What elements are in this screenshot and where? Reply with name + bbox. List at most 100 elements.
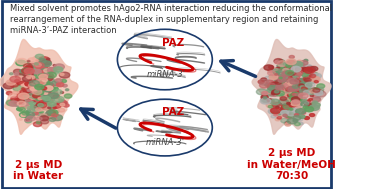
- Circle shape: [35, 83, 39, 85]
- Circle shape: [301, 90, 305, 92]
- Circle shape: [280, 86, 285, 88]
- Circle shape: [53, 118, 57, 120]
- Circle shape: [55, 101, 59, 104]
- Circle shape: [275, 81, 282, 84]
- Circle shape: [9, 94, 16, 97]
- Circle shape: [45, 86, 53, 91]
- Circle shape: [39, 91, 49, 97]
- Circle shape: [267, 83, 275, 88]
- Circle shape: [303, 77, 310, 81]
- Circle shape: [56, 110, 59, 112]
- Circle shape: [45, 69, 49, 72]
- Circle shape: [278, 84, 282, 87]
- Circle shape: [312, 73, 321, 78]
- Circle shape: [285, 114, 292, 118]
- Circle shape: [36, 108, 42, 111]
- Circle shape: [309, 98, 312, 100]
- Circle shape: [28, 84, 35, 87]
- Circle shape: [33, 122, 42, 127]
- Circle shape: [310, 102, 320, 108]
- Circle shape: [295, 61, 305, 67]
- Circle shape: [317, 88, 324, 92]
- Circle shape: [32, 73, 37, 76]
- Circle shape: [17, 80, 26, 85]
- Circle shape: [19, 112, 29, 117]
- Circle shape: [27, 94, 34, 98]
- Circle shape: [278, 60, 285, 64]
- Circle shape: [310, 80, 315, 83]
- Circle shape: [261, 78, 267, 81]
- Circle shape: [49, 93, 58, 98]
- Circle shape: [22, 68, 30, 72]
- Circle shape: [26, 92, 32, 95]
- Circle shape: [277, 116, 282, 119]
- Circle shape: [289, 103, 295, 106]
- Circle shape: [27, 86, 36, 91]
- Circle shape: [39, 71, 43, 73]
- Circle shape: [35, 73, 43, 77]
- Circle shape: [268, 86, 276, 90]
- Circle shape: [283, 108, 291, 112]
- Circle shape: [285, 80, 288, 81]
- Circle shape: [59, 72, 70, 78]
- Circle shape: [20, 89, 28, 94]
- Circle shape: [283, 68, 289, 72]
- Circle shape: [42, 105, 52, 110]
- Circle shape: [20, 90, 28, 94]
- Circle shape: [304, 74, 309, 77]
- Circle shape: [272, 102, 282, 108]
- Circle shape: [303, 67, 306, 69]
- Circle shape: [26, 119, 30, 120]
- Circle shape: [262, 91, 268, 95]
- Circle shape: [286, 60, 296, 66]
- Circle shape: [268, 68, 278, 74]
- Circle shape: [296, 110, 301, 112]
- Circle shape: [18, 108, 25, 112]
- Circle shape: [278, 82, 282, 84]
- Circle shape: [31, 89, 38, 93]
- Circle shape: [18, 93, 29, 99]
- Circle shape: [283, 76, 287, 78]
- Circle shape: [282, 78, 288, 81]
- Circle shape: [47, 105, 55, 110]
- Circle shape: [298, 99, 301, 101]
- Circle shape: [289, 86, 294, 89]
- Circle shape: [36, 112, 43, 116]
- Circle shape: [47, 110, 56, 115]
- Circle shape: [311, 76, 319, 81]
- Circle shape: [300, 86, 305, 89]
- Circle shape: [291, 66, 301, 72]
- Circle shape: [35, 81, 45, 87]
- Circle shape: [36, 102, 47, 108]
- Circle shape: [14, 102, 21, 106]
- Circle shape: [43, 87, 53, 92]
- Circle shape: [53, 89, 62, 94]
- Circle shape: [269, 81, 279, 87]
- Circle shape: [300, 60, 308, 65]
- Circle shape: [283, 63, 288, 65]
- Circle shape: [289, 83, 296, 87]
- Circle shape: [312, 73, 318, 76]
- Circle shape: [269, 91, 279, 96]
- Circle shape: [298, 84, 304, 88]
- Circle shape: [261, 97, 268, 101]
- Circle shape: [280, 87, 285, 89]
- Circle shape: [286, 113, 289, 115]
- Circle shape: [302, 73, 309, 77]
- Circle shape: [38, 97, 42, 100]
- Circle shape: [270, 99, 280, 105]
- Circle shape: [297, 97, 307, 103]
- Circle shape: [286, 76, 296, 81]
- Circle shape: [302, 89, 310, 94]
- Circle shape: [280, 67, 284, 69]
- Circle shape: [283, 70, 293, 75]
- Circle shape: [27, 100, 32, 103]
- Circle shape: [275, 61, 279, 64]
- Circle shape: [53, 97, 61, 101]
- Circle shape: [28, 98, 35, 102]
- Circle shape: [260, 82, 269, 88]
- Circle shape: [292, 85, 298, 88]
- Circle shape: [298, 73, 301, 75]
- Circle shape: [20, 70, 24, 72]
- Circle shape: [260, 98, 271, 104]
